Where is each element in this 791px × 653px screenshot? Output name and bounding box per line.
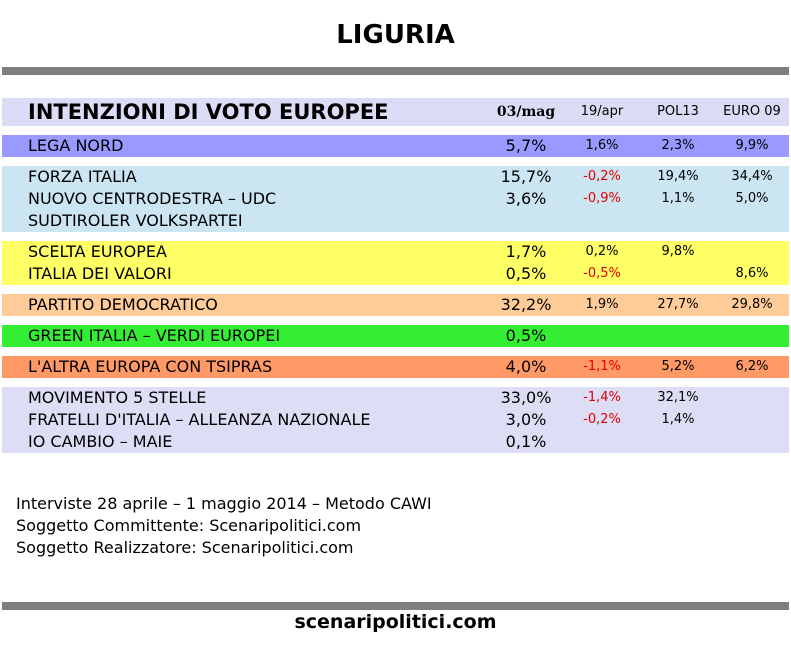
group-m5s: MOVIMENTO 5 STELLE 33,0% -1,4% 32,1% FRATELL… (2, 387, 789, 453)
producer-note: Soggetto Realizzatore: Scenaripolitici.c… (16, 538, 354, 557)
value-03mag: 0,5% (505, 264, 547, 283)
value-pol13: 1,1% (661, 191, 695, 206)
value-03mag: 3,6% (505, 189, 547, 208)
group-pd: PARTITO DEMOCRATICO 32,2% 1,9% 27,7% 29,8% (2, 294, 789, 316)
table-header: INTENZIONI DI VOTO EUROPEE 03/mag 19/apr… (2, 98, 789, 126)
party-name: GREEN ITALIA – VERDI EUROPEI (28, 326, 281, 345)
value-pol13: 9,8% (661, 244, 695, 259)
table-title: INTENZIONI DI VOTO EUROPEE (28, 100, 389, 124)
value-03mag: 32,2% (500, 295, 552, 314)
table-row: FORZA ITALIA 15,7% -0,2% 19,4% 34,4% (2, 166, 789, 188)
party-name: MOVIMENTO 5 STELLE (28, 388, 207, 407)
table-row: ITALIA DEI VALORI 0,5% -0,5% 8,6% (2, 263, 789, 285)
group-centrodestra: FORZA ITALIA 15,7% -0,2% 19,4% 34,4% NUOVO CE… (2, 166, 789, 232)
top-divider (2, 67, 789, 75)
value-03mag: 33,0% (500, 388, 552, 407)
party-name: PARTITO DEMOCRATICO (28, 295, 218, 314)
party-name: SUDTIROLER VOLKSPARTEI (28, 211, 243, 230)
value-euro09: 6,2% (735, 359, 769, 374)
party-name: L'ALTRA EUROPA CON TSIPRAS (28, 357, 273, 376)
value-pol13: 27,7% (657, 297, 699, 312)
table-row: PARTITO DEMOCRATICO 32,2% 1,9% 27,7% 29,8% (2, 294, 789, 316)
value-euro09: 5,0% (735, 191, 769, 206)
group-lega: LEGA NORD 5,7% 1,6% 2,3% 9,9% (2, 135, 789, 157)
value-19apr: 0,2% (585, 244, 619, 259)
value-03mag: 5,7% (505, 136, 547, 155)
value-19apr: -0,2% (583, 412, 621, 427)
col-header-03mag: 03/mag (496, 104, 556, 120)
value-03mag: 0,1% (505, 432, 547, 451)
value-euro09: 8,6% (735, 266, 769, 281)
col-header-pol13: POL13 (657, 104, 699, 119)
value-pol13: 32,1% (657, 390, 699, 405)
value-pol13: 2,3% (661, 138, 695, 153)
table-row: SCELTA EUROPEA 1,7% 0,2% 9,8% (2, 241, 789, 263)
client-note: Soggetto Committente: Scenaripolitici.co… (16, 516, 362, 535)
bottom-divider (2, 602, 789, 610)
value-euro09: 29,8% (731, 297, 773, 312)
table-row: LEGA NORD 5,7% 1,6% 2,3% 9,9% (2, 135, 789, 157)
value-19apr: 1,6% (585, 138, 619, 153)
method-note: Interviste 28 aprile – 1 maggio 2014 – M… (16, 494, 432, 513)
party-name: NUOVO CENTRODESTRA – UDC (28, 189, 277, 208)
value-19apr: -1,1% (583, 359, 621, 374)
value-19apr: -1,4% (583, 390, 621, 405)
party-name: ITALIA DEI VALORI (28, 264, 172, 283)
table-row: IO CAMBIO – MAIE 0,1% (2, 431, 789, 453)
value-19apr: -0,5% (583, 266, 621, 281)
value-pol13: 1,4% (661, 412, 695, 427)
party-name: SCELTA EUROPEA (28, 242, 167, 261)
value-euro09: 34,4% (731, 169, 773, 184)
table-row: SUDTIROLER VOLKSPARTEI (2, 210, 789, 232)
value-03mag: 15,7% (500, 167, 552, 186)
value-03mag: 4,0% (505, 357, 547, 376)
group-centro: SCELTA EUROPEA 1,7% 0,2% 9,8% ITALIA DEI VAL… (2, 241, 789, 285)
value-03mag: 3,0% (505, 410, 547, 429)
col-header-19apr: 19/apr (580, 104, 624, 119)
table-row: GREEN ITALIA – VERDI EUROPEI 0,5% (2, 325, 789, 347)
table-row: FRATELLI D'ITALIA – ALLEANZA NAZIONALE 3,… (2, 409, 789, 431)
value-19apr: -0,2% (583, 169, 621, 184)
page-title: LIGURIA (336, 20, 455, 50)
group-green: GREEN ITALIA – VERDI EUROPEI 0,5% (2, 325, 789, 347)
party-name: IO CAMBIO – MAIE (28, 432, 173, 451)
group-tsipras: L'ALTRA EUROPA CON TSIPRAS 4,0% -1,1% 5,2% 6… (2, 356, 789, 378)
party-name: LEGA NORD (28, 136, 124, 155)
value-pol13: 19,4% (657, 169, 699, 184)
value-03mag: 0,5% (505, 326, 547, 345)
value-19apr: -0,9% (583, 191, 621, 206)
value-03mag: 1,7% (505, 242, 547, 261)
col-header-euro09: EURO 09 (723, 104, 781, 119)
table-row: L'ALTRA EUROPA CON TSIPRAS 4,0% -1,1% 5,2% 6… (2, 356, 789, 378)
table-row: MOVIMENTO 5 STELLE 33,0% -1,4% 32,1% (2, 387, 789, 409)
party-name: FORZA ITALIA (28, 167, 137, 186)
party-name: FRATELLI D'ITALIA – ALLEANZA NAZIONALE (28, 410, 371, 429)
value-euro09: 9,9% (735, 138, 769, 153)
site-footer: scenaripolitici.com (294, 611, 497, 633)
value-pol13: 5,2% (661, 359, 695, 374)
value-19apr: 1,9% (585, 297, 619, 312)
table-row: NUOVO CENTRODESTRA – UDC 3,6% -0,9% 1,1% 5,0… (2, 188, 789, 210)
